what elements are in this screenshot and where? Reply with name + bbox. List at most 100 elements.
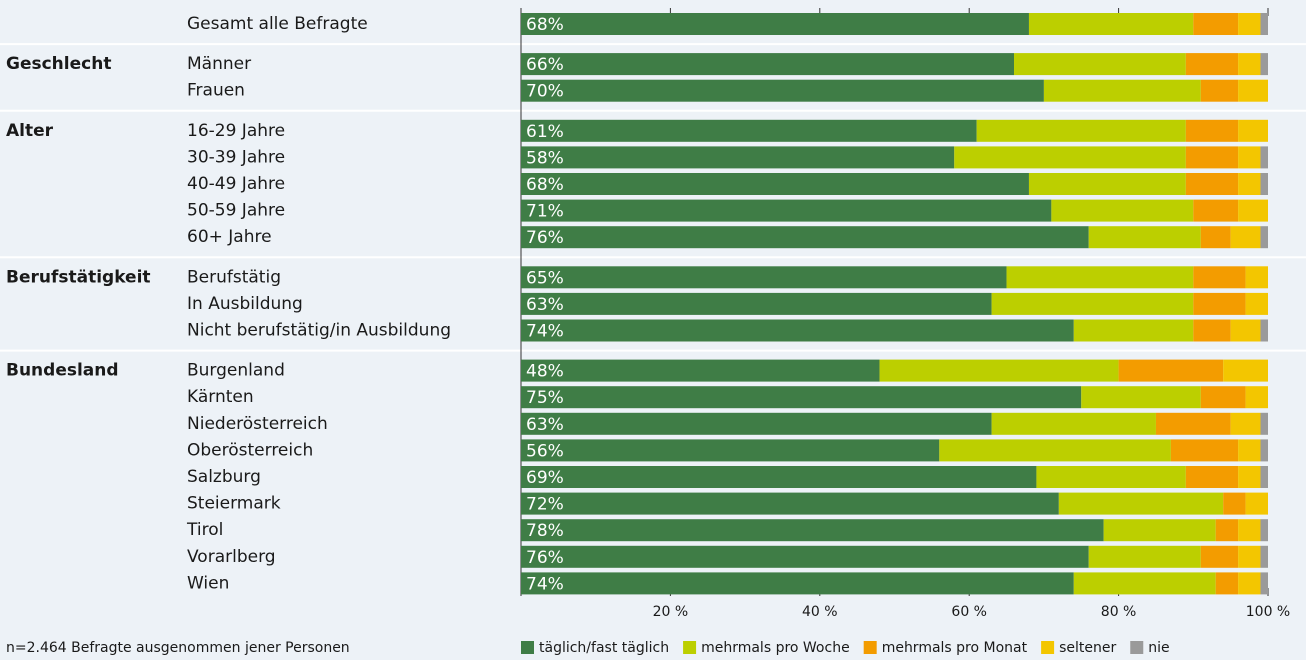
legend-swatch <box>521 641 534 654</box>
bar-segment <box>1200 545 1239 568</box>
footnote: n=2.464 Befragte ausgenommen jener Perso… <box>6 640 350 656</box>
bar-segment <box>1028 173 1186 195</box>
value-label: 63% <box>526 295 564 315</box>
category-label: 30-39 Jahre <box>187 147 285 167</box>
value-label: 66% <box>526 55 564 75</box>
value-label: 74% <box>526 322 564 342</box>
category-label: 60+ Jahre <box>187 227 272 247</box>
value-label: 70% <box>526 82 564 102</box>
bar-segment <box>1223 359 1268 382</box>
value-label: 68% <box>526 15 564 35</box>
category-label: Niederösterreich <box>187 414 328 434</box>
bar-segment <box>1230 226 1261 249</box>
bar-segment <box>1223 492 1246 515</box>
category-label: In Ausbildung <box>187 294 303 314</box>
bar-segment <box>521 572 1074 595</box>
bar-segment <box>991 412 1156 435</box>
bar-segment <box>521 173 1029 195</box>
bar-segment <box>1088 545 1201 568</box>
bar-segment <box>1014 53 1186 76</box>
bar-segment <box>1238 199 1268 222</box>
bar-segment <box>879 359 1119 382</box>
legend-swatch <box>863 641 877 654</box>
category-label: 40-49 Jahre <box>187 174 285 194</box>
bar-segment <box>1260 226 1268 249</box>
bar-segment <box>1006 266 1194 289</box>
value-label: 75% <box>526 388 564 408</box>
value-label: 56% <box>526 441 564 461</box>
bar-segment <box>1260 319 1268 342</box>
bar-segment <box>1238 53 1261 76</box>
bar-segment <box>1238 146 1261 169</box>
bar-segment <box>1260 412 1268 435</box>
category-label: 16-29 Jahre <box>187 121 285 141</box>
bar-segment <box>1260 466 1268 488</box>
category-label: Oberösterreich <box>187 440 313 460</box>
value-label: 74% <box>526 574 564 594</box>
bar-segment <box>1185 466 1239 488</box>
bar-segment <box>1073 319 1194 342</box>
group-label: Alter <box>6 121 54 141</box>
bar-segment <box>1260 13 1268 35</box>
legend-label: nie <box>1148 640 1169 656</box>
x-tick-label: 20 % <box>653 604 689 620</box>
bar-segment <box>1245 292 1268 315</box>
bar-segment <box>521 412 992 435</box>
x-tick-label: 40 % <box>802 604 838 620</box>
bar-segment <box>1238 519 1261 542</box>
bar-segment <box>1058 492 1224 515</box>
bar-segment <box>1230 412 1261 435</box>
category-label: Berufstätig <box>187 267 281 287</box>
group-label: Bundesland <box>6 361 119 381</box>
bar-segment <box>1245 386 1268 409</box>
x-tick-label: 60 % <box>951 604 987 620</box>
bar-segment <box>1260 572 1268 595</box>
category-label: Salzburg <box>187 467 261 487</box>
value-label: 63% <box>526 415 564 435</box>
bar-segment <box>521 359 880 382</box>
bar-segment <box>1193 199 1239 222</box>
category-label: Vorarlberg <box>187 547 276 567</box>
bar-segment <box>1200 79 1239 102</box>
x-tick-label: 100 % <box>1246 604 1290 620</box>
bar-segment <box>1088 226 1201 249</box>
bar-segment <box>521 386 1082 409</box>
group-label: Berufstätigkeit <box>6 267 151 287</box>
legend-label: täglich/fast täglich <box>539 640 669 656</box>
bar-segment <box>1155 412 1231 435</box>
category-label: Tirol <box>186 520 223 540</box>
legend-label: mehrmals pro Woche <box>701 640 850 656</box>
bar-segment <box>1073 572 1216 595</box>
legend-label: seltener <box>1059 640 1116 656</box>
bar-segment <box>976 119 1186 142</box>
bar-segment <box>1238 439 1261 462</box>
bar-segment <box>1215 519 1239 542</box>
bar-segment <box>1118 359 1224 382</box>
bar-segment <box>1260 439 1268 462</box>
bar-segment <box>1193 266 1246 289</box>
category-label: Steiermark <box>187 494 281 514</box>
bar-segment <box>521 79 1044 102</box>
bar-segment <box>1043 79 1201 102</box>
value-label: 76% <box>526 548 564 568</box>
bar-segment <box>1238 79 1268 102</box>
bar-segment <box>1260 519 1268 542</box>
bar-segment <box>521 292 992 315</box>
bar-segment <box>1245 266 1268 289</box>
legend-swatch <box>683 641 697 654</box>
bar-segment <box>521 53 1015 76</box>
value-label: 65% <box>526 268 564 288</box>
bar-segment <box>1200 386 1246 409</box>
bar-segment <box>1036 466 1186 488</box>
bar-segment <box>1260 146 1268 169</box>
bar-segment <box>1200 226 1231 249</box>
bar-segment <box>1185 53 1239 76</box>
bar-segment <box>939 439 1171 462</box>
value-label: 61% <box>526 122 564 142</box>
category-label: Gesamt alle Befragte <box>187 14 368 34</box>
bar-segment <box>1193 292 1246 315</box>
bar-segment <box>1185 119 1239 142</box>
bar-segment <box>991 292 1194 315</box>
bar-segment <box>521 492 1059 515</box>
